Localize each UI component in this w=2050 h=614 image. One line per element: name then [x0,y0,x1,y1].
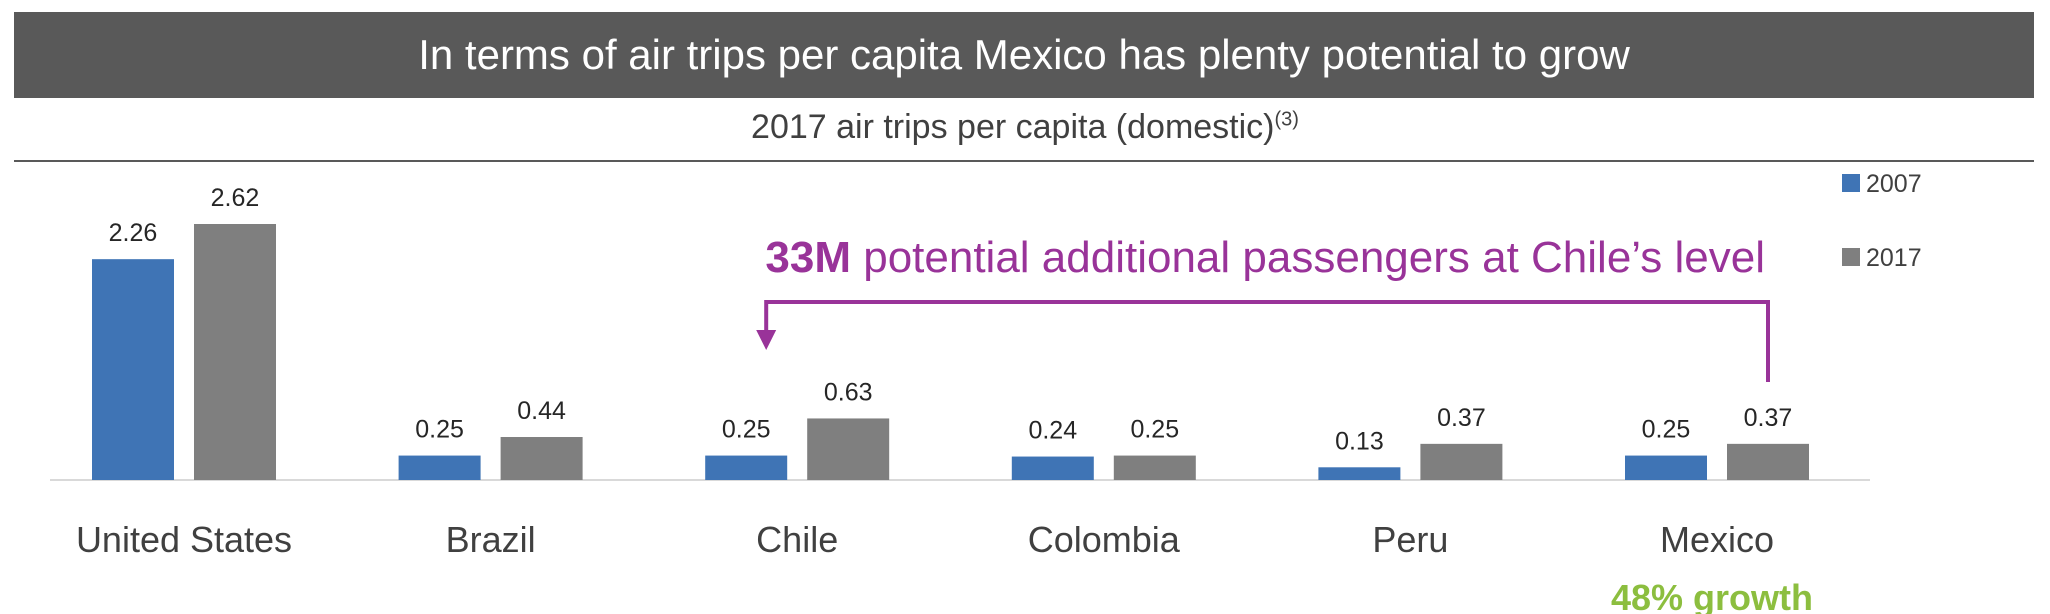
value-label-2017: 0.63 [824,378,873,406]
chart-subtitle: 2017 air trips per capita (domestic)(3) [0,108,2050,147]
growth-note: 48% growth [1611,577,1813,614]
category-label: Peru [1372,519,1448,560]
bar-2007 [398,455,481,480]
category-label: Brazil [446,519,536,560]
bar-2007 [705,455,788,480]
annotation-arrow-head [756,330,777,350]
value-label-2017: 2.62 [211,184,260,212]
value-label-2007: 0.25 [1642,416,1691,444]
value-label-2017: 0.44 [517,397,566,425]
value-label-2017: 0.37 [1437,404,1486,432]
value-label-2007: 0.25 [415,416,464,444]
legend-label: 2017 [1866,244,1922,272]
legend-swatch [1842,248,1860,266]
annotation-rest: potential additional passengers at Chile… [851,233,1765,282]
value-label-2007: 2.26 [109,219,158,247]
value-label-2007: 0.13 [1335,427,1384,455]
bar-2007 [92,259,174,480]
value-label-2007: 0.25 [722,416,771,444]
bar-2007 [1625,455,1707,480]
bar-2017 [1727,443,1809,480]
legend: 2007 2017 [1842,170,1922,272]
category-label: Colombia [1028,519,1181,560]
category-label: Mexico [1660,519,1774,560]
bar-2007 [1011,456,1094,480]
value-label-2017: 0.25 [1130,416,1179,444]
category-label: Chile [756,519,838,560]
category-label: United States [76,519,292,560]
value-label-2007: 0.24 [1028,417,1077,445]
value-label-2017: 0.37 [1744,404,1793,432]
annotation-arrow-line [764,300,1770,382]
annotation-text: 33M potential additional passengers at C… [765,233,1765,282]
title-bar: In terms of air trips per capita Mexico … [14,12,2034,98]
header-rule [14,160,2034,162]
page-title: In terms of air trips per capita Mexico … [418,31,1630,78]
bar-2017 [1420,443,1503,480]
annotation-bold: 33M [765,233,851,282]
bar-2017 [807,418,890,480]
subtitle-text: 2017 air trips per capita (domestic) [751,108,1275,146]
bar-2017 [1113,455,1196,480]
subtitle-footnote: (3) [1274,108,1299,131]
legend-swatch [1842,174,1860,192]
legend-label: 2007 [1866,170,1922,198]
bar-2017 [500,437,583,480]
bar-2017 [194,224,276,480]
bar-2007 [1318,467,1401,480]
